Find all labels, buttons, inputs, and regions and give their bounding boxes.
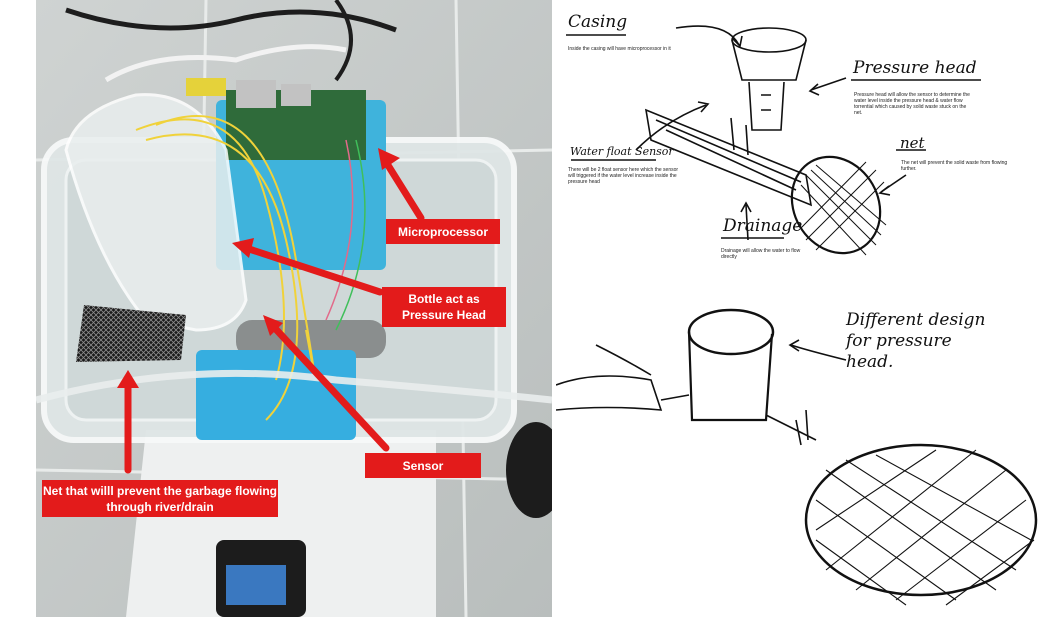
drainage-title: Drainage <box>723 216 803 236</box>
drainage-note: Drainage will allow the water to flow di… <box>721 248 801 260</box>
bottle-arrow <box>242 244 384 296</box>
microprocessor-label: Microprocessor <box>386 219 500 244</box>
design-sketches: Casing Inside the casing will have micro… <box>555 0 1049 617</box>
pressure-head-note: Pressure head will allow the sensor to d… <box>854 92 970 116</box>
water-float-sensor-title: Water float Sensor <box>570 145 674 158</box>
casing-note: Inside the casing will have microprocess… <box>568 46 671 52</box>
sensor-label: Sensor <box>365 453 481 478</box>
bottle-label: Bottle act as Pressure Head <box>382 287 506 327</box>
casing-title: Casing <box>568 12 628 32</box>
net-title: net <box>900 134 925 152</box>
microprocessor-arrow <box>382 158 425 222</box>
pressure-head-title: Pressure head <box>853 58 977 78</box>
net-label: Net that willl prevent the garbage flowi… <box>42 480 278 517</box>
net-note: The net will prevent the solid waste fro… <box>901 160 1008 172</box>
sketch-drawing <box>555 25 1038 606</box>
different-design-note: Different design for pressure head. <box>846 310 986 372</box>
water-float-sensor-note: There will be 2 float sensor here which … <box>568 167 679 185</box>
sensor-arrow <box>268 321 390 452</box>
